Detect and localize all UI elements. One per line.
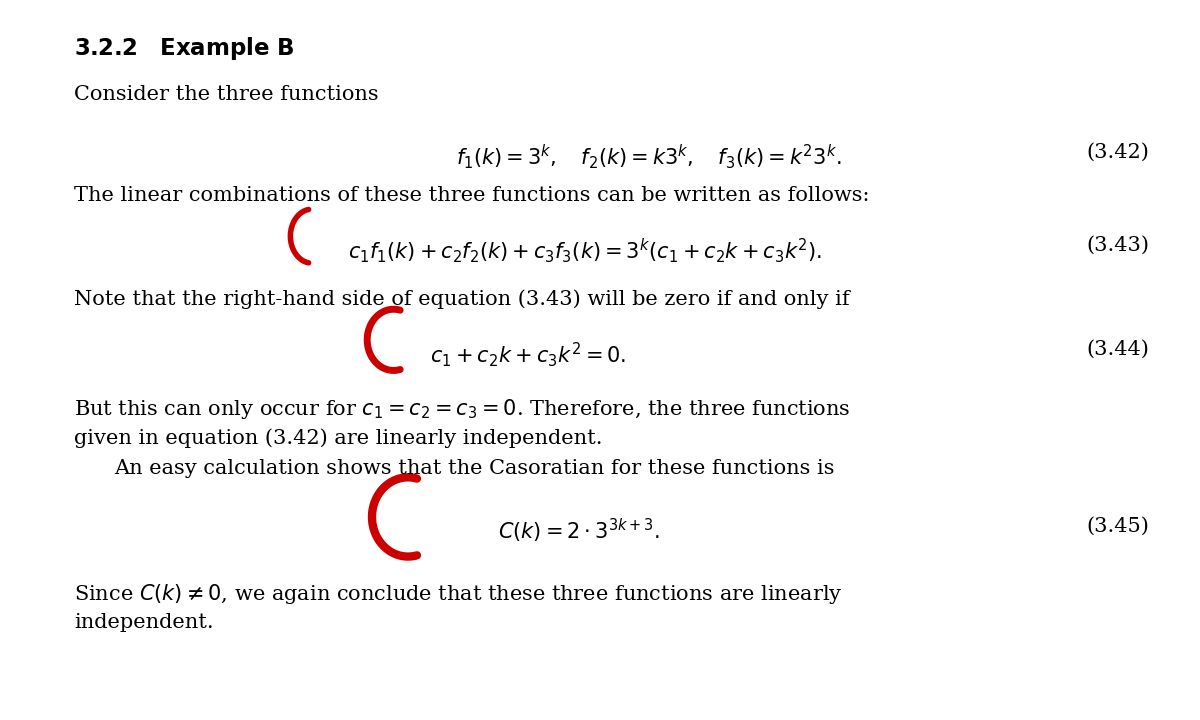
Text: $c_1 f_1(k) + c_2 f_2(k) + c_3 f_3(k) = 3^k(c_1 + c_2 k + c_3 k^2).$: $c_1 f_1(k) + c_2 f_2(k) + c_3 f_3(k) = … <box>348 236 822 265</box>
Text: $c_1 + c_2 k + c_3 k^2 = 0.$: $c_1 + c_2 k + c_3 k^2 = 0.$ <box>430 340 626 369</box>
Text: An easy calculation shows that the Casoratian for these functions is: An easy calculation shows that the Casor… <box>114 459 834 478</box>
Text: $C(k) = 2 \cdot 3^{3k+3}.$: $C(k) = 2 \cdot 3^{3k+3}.$ <box>498 517 660 545</box>
Text: (3.43): (3.43) <box>1087 236 1150 255</box>
Text: But this can only occur for $c_1 = c_2 = c_3 = 0$. Therefore, the three function: But this can only occur for $c_1 = c_2 =… <box>74 397 851 421</box>
Text: (3.42): (3.42) <box>1087 143 1150 161</box>
Text: $f_1(k) = 3^k, \quad f_2(k) = k3^k, \quad f_3(k) = k^2 3^k.$: $f_1(k) = 3^k, \quad f_2(k) = k3^k, \qua… <box>456 143 841 171</box>
Text: Since $C(k) \neq 0$, we again conclude that these three functions are linearly: Since $C(k) \neq 0$, we again conclude t… <box>74 582 842 606</box>
Text: Consider the three functions: Consider the three functions <box>74 85 379 104</box>
Text: The linear combinations of these three functions can be written as follows:: The linear combinations of these three f… <box>74 186 870 204</box>
Text: (3.44): (3.44) <box>1087 340 1150 359</box>
Text: given in equation (3.42) are linearly independent.: given in equation (3.42) are linearly in… <box>74 428 602 448</box>
Text: independent.: independent. <box>74 613 214 632</box>
Text: $\mathbf{3.2.2}$$\quad$$\mathbf{Example\ B}$: $\mathbf{3.2.2}$$\quad$$\mathbf{Example\… <box>74 35 294 62</box>
Text: Note that the right-hand side of equation (3.43) will be zero if and only if: Note that the right-hand side of equatio… <box>74 289 850 309</box>
Text: (3.45): (3.45) <box>1087 517 1150 536</box>
